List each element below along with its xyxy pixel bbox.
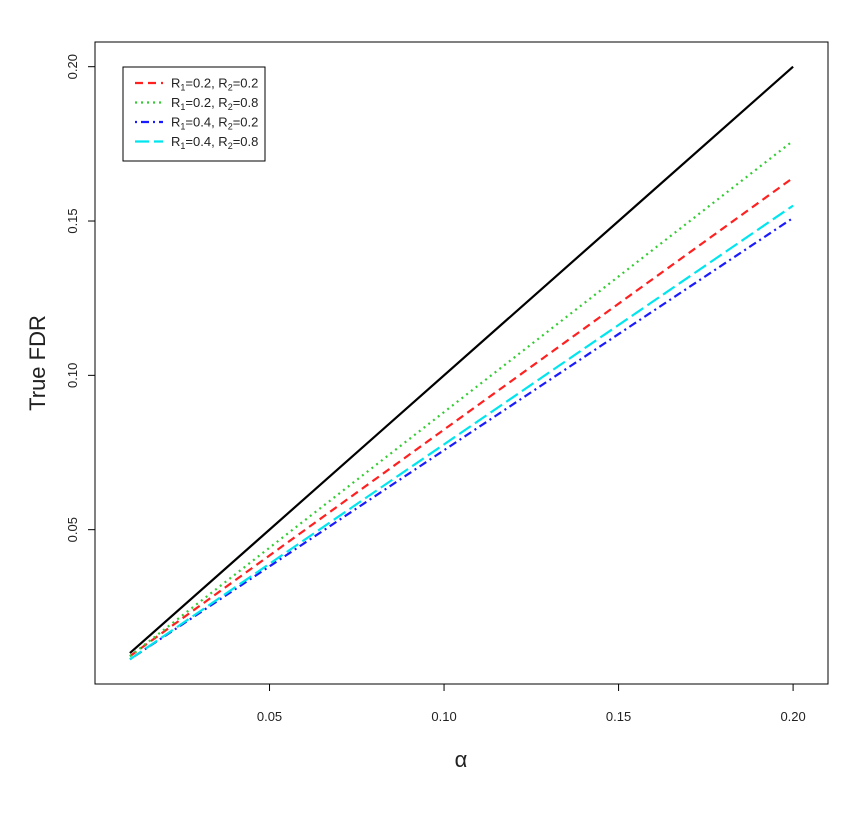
legend-label: R1=0.4, R2=0.8 (171, 134, 258, 151)
x-axis-title: α (455, 747, 468, 772)
legend-label: R1=0.4, R2=0.2 (171, 115, 258, 132)
legend-label: R1=0.2, R2=0.8 (171, 95, 258, 112)
y-tick-label: 0.10 (65, 363, 80, 388)
x-tick-label: 0.20 (780, 709, 805, 724)
y-tick-label: 0.20 (65, 54, 80, 79)
y-axis: 0.05 0.10 0.15 0.20 (65, 54, 95, 542)
x-tick-label: 0.05 (257, 709, 282, 724)
plot-frame (94, 41, 829, 685)
x-axis: 0.05 0.10 0.15 0.20 (257, 684, 806, 724)
x-tick-label: 0.15 (606, 709, 631, 724)
series-line-0 (129, 65, 794, 654)
x-tick-label: 0.10 (431, 709, 456, 724)
series-line-2 (129, 139, 794, 658)
legend-label: R1=0.2, R2=0.2 (171, 76, 258, 93)
y-axis-title: True FDR (25, 315, 50, 411)
series-line-1 (129, 176, 794, 658)
series-line-3 (129, 216, 794, 661)
y-tick-label: 0.05 (65, 517, 80, 542)
y-tick-label: 0.15 (65, 208, 80, 233)
legend: R1=0.2, R2=0.2 R1=0.2, R2=0.8 R1=0.4, R2=0… (122, 66, 266, 162)
series-layer (129, 65, 794, 661)
legend-box (122, 66, 266, 162)
series-line-4 (129, 204, 794, 661)
